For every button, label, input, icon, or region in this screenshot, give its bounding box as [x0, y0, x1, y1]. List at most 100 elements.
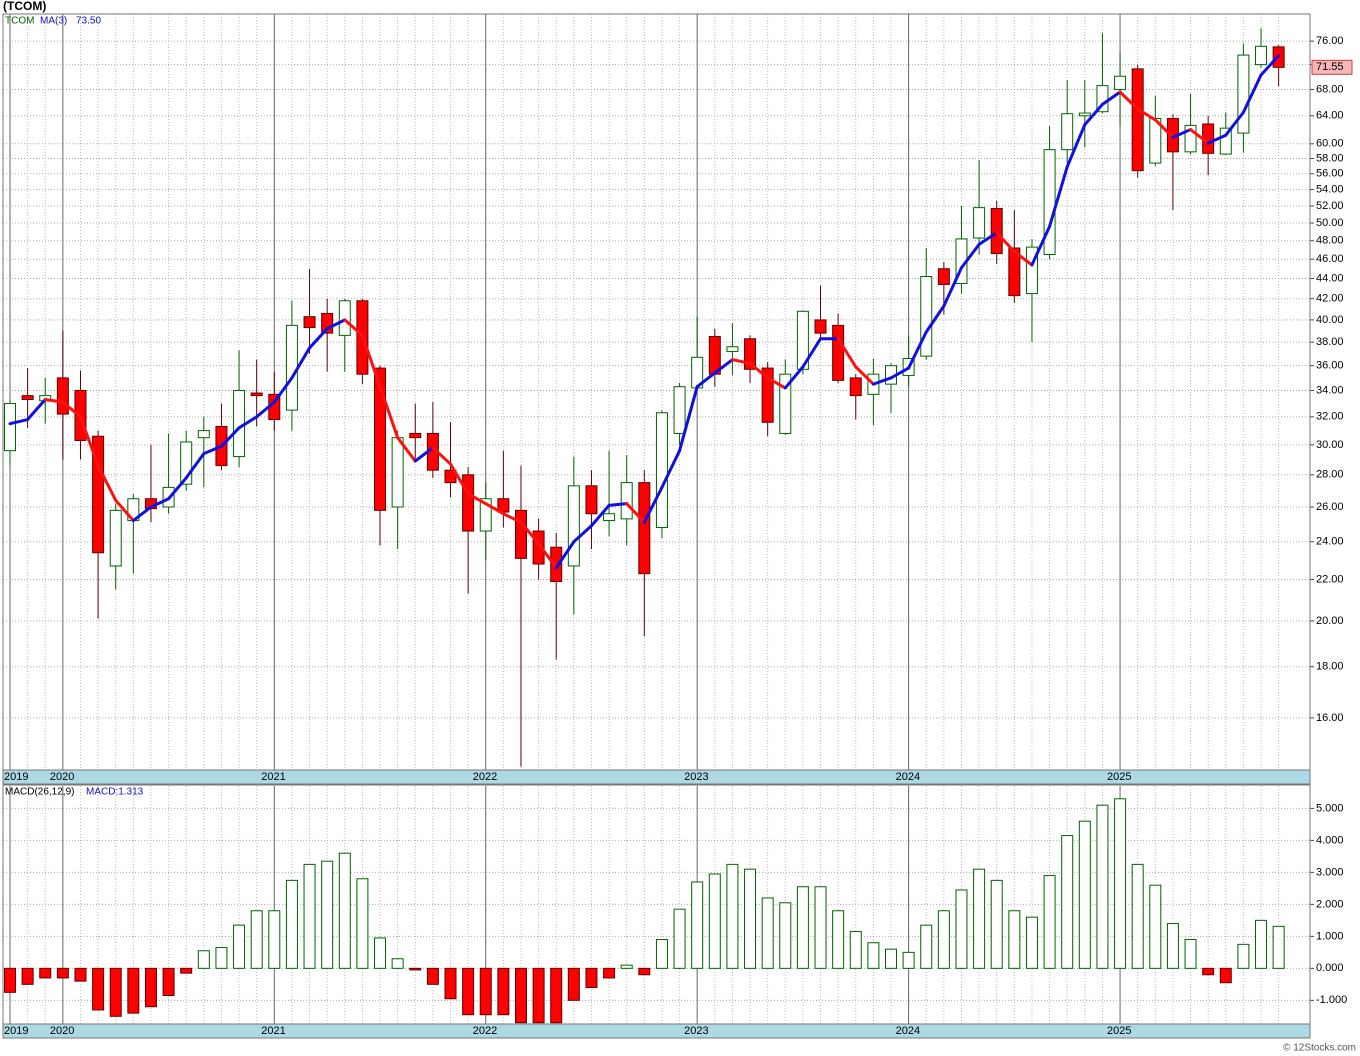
ma-segment — [836, 337, 858, 369]
candle-body — [726, 346, 739, 352]
y-tick-label: 28.00 — [1316, 469, 1344, 481]
macd-bar — [285, 879, 298, 969]
candle-body — [1078, 112, 1091, 117]
macd-bar — [1149, 884, 1162, 969]
candle-body — [1025, 246, 1038, 295]
macd-bar — [832, 910, 845, 969]
macd-bar — [391, 958, 404, 969]
y-tick-label: 42.00 — [1316, 293, 1344, 305]
y-tick-label: 3.000 — [1316, 866, 1344, 878]
candle-body — [796, 310, 809, 370]
y-tick-label: 50.00 — [1316, 217, 1344, 229]
y-tick-label: 18.00 — [1316, 661, 1344, 673]
candle-body — [462, 474, 475, 532]
candle-body — [180, 441, 193, 485]
macd-bar — [409, 967, 422, 971]
candle-body — [655, 412, 668, 529]
macd-bar — [56, 967, 69, 979]
y-tick-label: 26.00 — [1316, 501, 1344, 513]
candle-body — [603, 513, 616, 522]
macd-bar — [744, 868, 757, 969]
y-tick-label: 5.000 — [1316, 802, 1344, 814]
candle-body — [4, 402, 16, 452]
y-tick-label: 34.00 — [1316, 384, 1344, 396]
ma-segment — [237, 415, 259, 430]
ma-segment — [730, 358, 752, 365]
candle-body — [1096, 85, 1109, 113]
macd-bar — [1184, 939, 1197, 969]
price-panel-border — [2, 13, 1311, 785]
ma-segment — [854, 365, 875, 386]
macd-bar — [180, 967, 193, 974]
ma-segment — [1171, 128, 1193, 139]
macd-panel-border — [2, 784, 1311, 1039]
ma-segment — [695, 371, 717, 389]
ma-segment — [660, 449, 682, 489]
y-tick-label: 58.00 — [1316, 152, 1344, 164]
macd-bar — [585, 967, 598, 989]
ma-segment — [431, 446, 452, 466]
x-tick-label: 2024 — [896, 771, 920, 783]
macd-bar — [620, 964, 633, 969]
y-tick-label: 30.00 — [1316, 439, 1344, 451]
ma-segment — [642, 485, 664, 524]
y-tick-label: 46.00 — [1316, 253, 1344, 265]
macd-bar — [1008, 910, 1021, 969]
candle-body — [514, 509, 527, 559]
ma-segment — [396, 436, 417, 463]
ma-current-label: 73.50 — [76, 16, 101, 27]
macd-bar — [250, 910, 263, 969]
ma-segment — [1153, 118, 1175, 139]
ma-segment — [325, 318, 347, 331]
y-tick-label: 24.00 — [1316, 536, 1344, 548]
candle-body — [479, 498, 492, 532]
macd-bar — [39, 967, 52, 979]
candle-body — [920, 276, 933, 357]
macd-bar — [215, 947, 228, 969]
x-tick-label: 2024 — [896, 1025, 920, 1037]
ma-segment — [1118, 90, 1140, 111]
ma-segment — [1189, 128, 1210, 145]
macd-bar — [233, 924, 246, 969]
macd-bar — [1043, 875, 1056, 969]
y-tick-label: 54.00 — [1316, 183, 1344, 195]
ma-segment — [907, 330, 928, 370]
candle-body — [779, 373, 792, 434]
macd-bar — [162, 967, 175, 997]
candle-body — [814, 319, 827, 334]
y-tick-label: 1.000 — [1316, 930, 1344, 942]
macd-bar — [497, 967, 510, 1016]
ma-segment — [1136, 107, 1157, 122]
x-tick-label: 2025 — [1107, 1025, 1131, 1037]
y-tick-label: 40.00 — [1316, 314, 1344, 326]
macd-bar — [849, 931, 862, 969]
ma-segment — [572, 524, 593, 544]
macd-bar — [109, 967, 122, 1017]
ma-segment — [977, 231, 999, 246]
ma-segment — [1224, 110, 1245, 137]
ma-segment — [783, 365, 805, 390]
macd-bar — [761, 897, 774, 969]
macd-bar — [1131, 863, 1144, 969]
ma-segment — [959, 242, 981, 270]
ma-segment — [1048, 165, 1069, 228]
macd-bar — [514, 967, 527, 1024]
macd-bar — [1219, 967, 1232, 984]
x-tick-label: 2022 — [473, 1025, 497, 1037]
candle-body — [285, 324, 298, 411]
macd-bar — [655, 939, 668, 969]
ma-label: MA(3) — [40, 16, 67, 27]
macd-current-label: MACD:1.313 — [86, 787, 144, 798]
candle-body — [109, 509, 122, 567]
y-tick-label: 2.000 — [1316, 898, 1344, 910]
ma-segment — [1030, 224, 1052, 267]
x-tick-label: 2023 — [684, 771, 708, 783]
y-tick-label: 44.00 — [1316, 272, 1344, 284]
ma-segment — [466, 492, 488, 506]
candle-body — [321, 312, 334, 334]
macd-bar — [532, 967, 545, 1024]
y-tick-label: 4.000 — [1316, 834, 1344, 846]
plot-background — [3, 786, 1310, 1024]
macd-bar — [1114, 798, 1127, 969]
macd-bar — [321, 860, 334, 969]
